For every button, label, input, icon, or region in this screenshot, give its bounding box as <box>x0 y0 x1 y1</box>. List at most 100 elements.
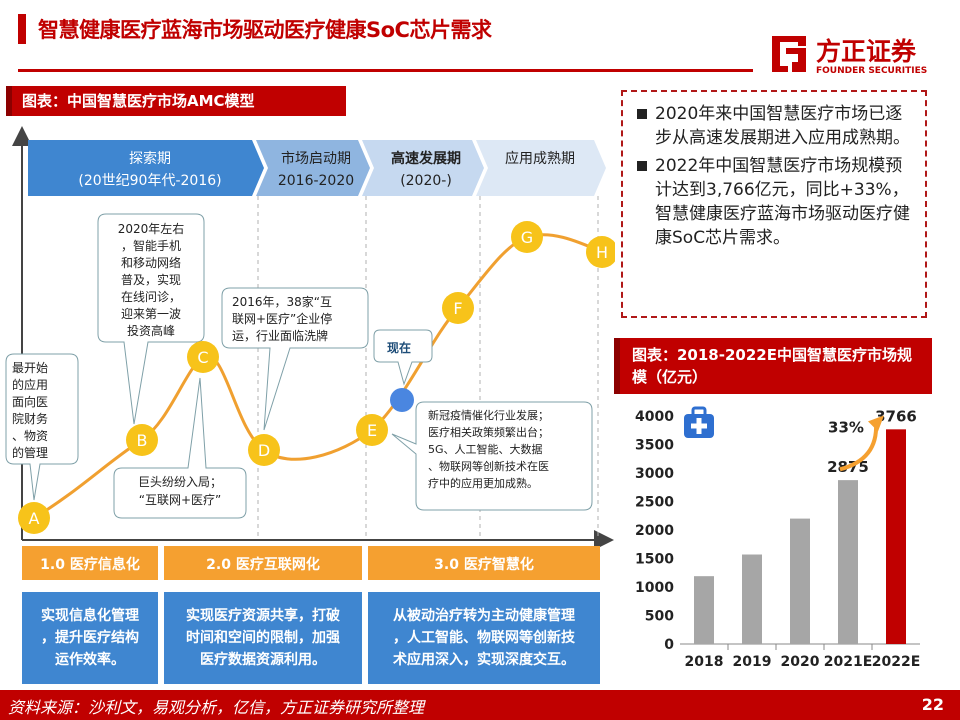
figure1-caption: 图表：中国智慧医疗市场AMC模型 <box>6 86 346 116</box>
bar-2018 <box>694 576 714 644</box>
growth-arrow-head <box>868 415 884 432</box>
note-e-line: 5G、人工智能、大数据 <box>428 442 543 456</box>
y-tick-label: 3000 <box>635 466 674 482</box>
phase-chevron-exploration: 探索期 (20世纪90年代-2016) <box>28 140 264 196</box>
stage-1: 1.0 医疗信息化 实现信息化管理 ，提升医疗结构 运作效率。 <box>22 546 158 684</box>
slide-title-area: 智慧健康医疗蓝海市场驱动医疗健康SoC芯片需求 <box>18 8 758 72</box>
title-underline <box>18 69 753 72</box>
point-e: E <box>356 414 388 446</box>
point-a: A <box>18 502 50 534</box>
page-number: 22 <box>921 695 944 714</box>
note-a-line: 、物资 <box>12 429 48 443</box>
stage-title: 1.0 医疗信息化 <box>40 556 140 573</box>
stage-3: 3.0 医疗智慧化 从被动治疗转为主动健康管理 ，人工智能、物联网等创新技 术应… <box>368 546 600 684</box>
source-note: 资料来源：沙利文，易观分析，亿信，方正证券研究所整理 <box>8 698 425 717</box>
logo-mark-icon <box>772 36 806 72</box>
x-axis: 2018 2019 2020 2021E 2022E <box>685 644 921 670</box>
y-tick-label: 2500 <box>635 495 674 511</box>
bars <box>694 429 906 644</box>
stage-desc-line: ，人工智能、物联网等创新技 <box>393 629 576 646</box>
note-c-line: 和移动网络 <box>121 255 181 270</box>
svg-text:C: C <box>197 348 208 367</box>
note-e-line: 疗中的应用更加成熟。 <box>428 476 538 490</box>
stage-desc-line: 从被动治疗转为主动健康管理 <box>393 607 575 624</box>
phase-name: 探索期 <box>129 150 171 167</box>
amc-model-diagram: 探索期 (20世纪90年代-2016) 市场启动期 2016-2020 高速发展… <box>5 126 615 684</box>
note-c-line: 普及，实现 <box>121 272 181 287</box>
stage-title: 3.0 医疗智慧化 <box>434 556 534 573</box>
note-d-line: 运，行业面临洗牌 <box>232 329 328 343</box>
figure2-caption: 图表：2018-2022E中国智慧医疗市场规模（亿元） <box>614 338 932 394</box>
note-b: 巨头纷纷入局； “互联网+医疗” <box>113 377 247 519</box>
phase-name: 高速发展期 <box>391 150 461 167</box>
medical-kit-icon <box>684 406 714 438</box>
note-a-line: 院财务 <box>12 411 48 426</box>
data-label: 3766 <box>875 407 917 425</box>
summary-bullet: 2022年中国智慧医疗市场规模预计达到3,766亿元，同比+33%，智慧健康医疗… <box>635 154 911 250</box>
stage-title: 2.0 医疗互联网化 <box>206 556 320 573</box>
note-d-line: 2016年，38家“互 <box>232 294 332 309</box>
y-tick-label: 1500 <box>635 552 674 568</box>
note-c-line: 迎来第一波 <box>121 307 181 321</box>
phase-period: (2020-) <box>400 173 452 189</box>
point-f: F <box>442 292 474 324</box>
svg-text:B: B <box>137 431 148 450</box>
svg-text:A: A <box>29 509 40 528</box>
stage-desc-line: 术应用深入，实现深度交互。 <box>393 651 575 668</box>
x-tick-label: 2020 <box>781 654 820 670</box>
y-tick-label: 1000 <box>635 580 674 596</box>
svg-text:D: D <box>258 441 270 460</box>
note-a-line: 最开始 <box>12 361 48 375</box>
svg-text:E: E <box>367 421 377 440</box>
bar-2022E <box>886 429 906 644</box>
note-b-line: “互联网+医疗” <box>139 493 222 507</box>
slide-title: 智慧健康医疗蓝海市场驱动医疗健康SoC芯片需求 <box>38 18 492 42</box>
note-d: 2016年，38家“互 联网+医疗”企业停 运，行业面临洗牌 <box>221 287 369 431</box>
phase-chevron-startup: 市场启动期 2016-2020 <box>256 140 370 196</box>
phase-name: 市场启动期 <box>281 150 351 167</box>
stage-desc-line: 实现信息化管理 <box>41 607 139 624</box>
y-tick-label: 4000 <box>635 409 674 425</box>
y-tick-label: 2000 <box>635 523 674 539</box>
point-d: D <box>248 434 280 466</box>
growth-arrow <box>839 423 879 472</box>
stage-desc-line: 医疗数据资源利用。 <box>200 651 326 668</box>
stage-2: 2.0 医疗互联网化 实现医疗资源共享，打破 时间和空间的限制，加强 医疗数据资… <box>164 546 362 684</box>
summary-box: 2020年来中国智慧医疗市场已逐步从高速发展期进入应用成熟期。 2022年中国智… <box>621 90 927 318</box>
curve-points: A B C D E F G H <box>18 221 615 534</box>
point-h: H <box>586 236 615 268</box>
y-tick-label: 500 <box>645 609 674 625</box>
note-c: 2020年左右 ，智能手机 和移动网络 普及，实现 在线问诊， 迎来第一波 投资… <box>97 213 205 425</box>
note-a-line: 的管理 <box>12 445 48 460</box>
stage-desc-line: 运作效率。 <box>55 651 125 668</box>
logo-subtitle: FOUNDER SECURITIES <box>816 66 928 76</box>
logo-name: 方正证券 <box>816 37 917 66</box>
x-tick-label: 2022E <box>872 654 921 670</box>
note-e-line: 、物联网等创新技术在医 <box>428 459 549 473</box>
stage-desc-line: 时间和空间的限制，加强 <box>186 629 340 646</box>
bar-2019 <box>742 554 762 644</box>
bar-2021E <box>838 480 858 644</box>
phase-name: 应用成熟期 <box>505 150 575 167</box>
note-c-line: 投资高峰 <box>127 323 175 338</box>
note-d-line: 联网+医疗”企业停 <box>232 311 332 326</box>
bar-2020 <box>790 518 810 644</box>
note-c-line: 在线问诊， <box>121 290 181 304</box>
footer-bar: 资料来源：沙利文，易观分析，亿信，方正证券研究所整理 22 <box>0 690 960 720</box>
now-label: 现在 <box>387 340 411 355</box>
svg-text:H: H <box>596 243 608 262</box>
note-c-line: 2020年左右 <box>118 221 185 236</box>
svg-text:F: F <box>453 299 462 318</box>
note-c-line: ，智能手机 <box>121 238 181 253</box>
y-axis: 0 500 1000 1500 2000 2500 3000 3500 4000 <box>635 409 920 653</box>
phase-chevron-maturity: 应用成熟期 <box>476 140 606 196</box>
point-b: B <box>126 424 158 456</box>
phase-period: (20世纪90年代-2016) <box>78 173 221 189</box>
phase-chevron-growth: 高速发展期 (2020-) <box>362 140 484 196</box>
note-b-line: 巨头纷纷入局； <box>138 475 222 489</box>
y-tick-label: 3500 <box>635 438 674 454</box>
note-e-line: 新冠疫情催化行业发展； <box>428 408 549 422</box>
title-bar-mark <box>18 14 26 44</box>
